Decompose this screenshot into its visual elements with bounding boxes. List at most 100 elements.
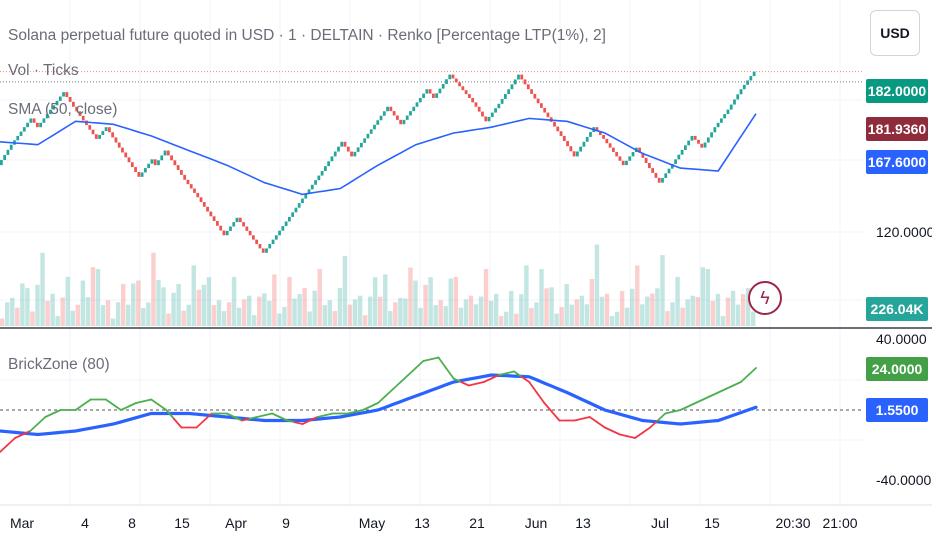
renko-brick — [324, 166, 327, 171]
brickzone-segment — [263, 412, 274, 417]
renko-brick — [425, 89, 429, 94]
volume-bar — [488, 300, 494, 326]
renko-brick — [749, 76, 753, 81]
renko-brick — [333, 151, 337, 157]
volume-bar — [105, 300, 111, 326]
renko-brick — [461, 86, 465, 91]
renko-brick — [432, 93, 435, 98]
brickzone-segment — [127, 402, 137, 408]
renko-brick — [206, 206, 209, 212]
renko-brick — [19, 131, 23, 136]
renko-brick — [742, 84, 746, 90]
volume-bar — [574, 299, 579, 326]
renko-brick — [49, 109, 52, 115]
volume-bar — [206, 277, 212, 326]
volume-badge: 226.04K — [866, 297, 928, 321]
renko-brick — [454, 78, 458, 83]
renko-brick — [304, 193, 308, 199]
volume-bar — [357, 295, 363, 326]
renko-brick — [284, 221, 288, 227]
brickzone-segment — [286, 419, 296, 424]
renko-brick — [274, 235, 278, 240]
volume-bar — [735, 304, 741, 326]
renko-brick — [271, 239, 275, 245]
brickzone-segment — [452, 377, 463, 383]
volume-bar — [252, 315, 257, 326]
renko-brick — [369, 129, 373, 134]
renko-brick — [137, 171, 141, 177]
volume-bar — [302, 288, 307, 326]
brickzone-segment — [702, 395, 712, 401]
renko-brick — [255, 239, 259, 245]
renko-brick — [589, 132, 592, 137]
time-label: 8 — [128, 515, 136, 531]
renko-brick — [458, 82, 461, 87]
brickzone-legend-label[interactable]: BrickZone (80) — [8, 356, 110, 373]
volume-legend-label[interactable]: Vol · Ticks — [8, 62, 79, 79]
volume-bar — [524, 265, 529, 326]
renko-brick — [654, 172, 658, 178]
volume-bar — [685, 299, 690, 326]
brickzone-segment — [550, 410, 561, 422]
renko-brick — [648, 162, 651, 169]
lightning-icon[interactable]: ϟ — [748, 281, 782, 315]
volume-bar — [423, 284, 428, 326]
brickzone-segment — [671, 409, 682, 413]
renko-brick — [536, 98, 540, 104]
volume-bar — [650, 293, 655, 326]
brickzone-segment — [203, 412, 213, 422]
renko-brick — [729, 104, 733, 110]
volume-bar — [272, 274, 277, 326]
renko-brick — [494, 108, 497, 113]
renko-brick — [153, 159, 157, 166]
volume-bar — [196, 289, 201, 326]
volume-bar — [443, 306, 448, 326]
renko-brick — [690, 135, 694, 141]
renko-brick — [546, 112, 550, 118]
volume-bar — [579, 295, 585, 326]
volume-bar — [257, 296, 262, 326]
renko-brick — [481, 111, 484, 117]
renko-brick — [402, 119, 406, 125]
renko-brick — [595, 127, 599, 132]
renko-brick — [222, 230, 226, 236]
volume-bar — [418, 307, 423, 326]
brickzone-segment — [528, 381, 538, 394]
volume-bar — [624, 307, 630, 326]
volume-bar — [292, 298, 297, 326]
renko-brick — [484, 116, 488, 122]
renko-brick — [147, 163, 151, 169]
renko-brick — [91, 129, 95, 135]
renko-brick — [22, 127, 26, 132]
renko-brick — [576, 151, 579, 157]
brickzone-segment — [14, 433, 24, 439]
renko-brick — [6, 149, 10, 155]
volume-bar — [216, 300, 222, 326]
renko-brick — [111, 132, 115, 138]
renko-brick — [664, 173, 668, 179]
renko-brick — [500, 98, 504, 104]
renko-brick — [58, 96, 62, 101]
volume-bar — [630, 288, 635, 326]
renko-brick — [225, 230, 229, 236]
renko-brick — [405, 115, 409, 120]
brickzone-segment — [747, 367, 757, 376]
volume-bar — [559, 307, 564, 326]
renko-brick — [739, 89, 743, 95]
renko-brick — [625, 160, 628, 166]
renko-brick — [42, 118, 46, 123]
renko-brick — [232, 222, 236, 227]
renko-brick — [716, 122, 720, 128]
renko-brick — [166, 150, 170, 156]
renko-brick — [474, 102, 478, 107]
renko-brick — [697, 139, 700, 144]
renko-brick — [202, 202, 206, 207]
osc-axis-label-top: 40.0000 — [876, 331, 927, 347]
volume-bar — [367, 296, 373, 326]
brickzone-segment — [445, 367, 455, 380]
currency-button[interactable]: USD — [870, 10, 920, 56]
renko-brick — [212, 216, 216, 222]
sma-legend-label[interactable]: SMA (50, close) — [8, 101, 118, 118]
brickzone-segment — [346, 410, 357, 415]
